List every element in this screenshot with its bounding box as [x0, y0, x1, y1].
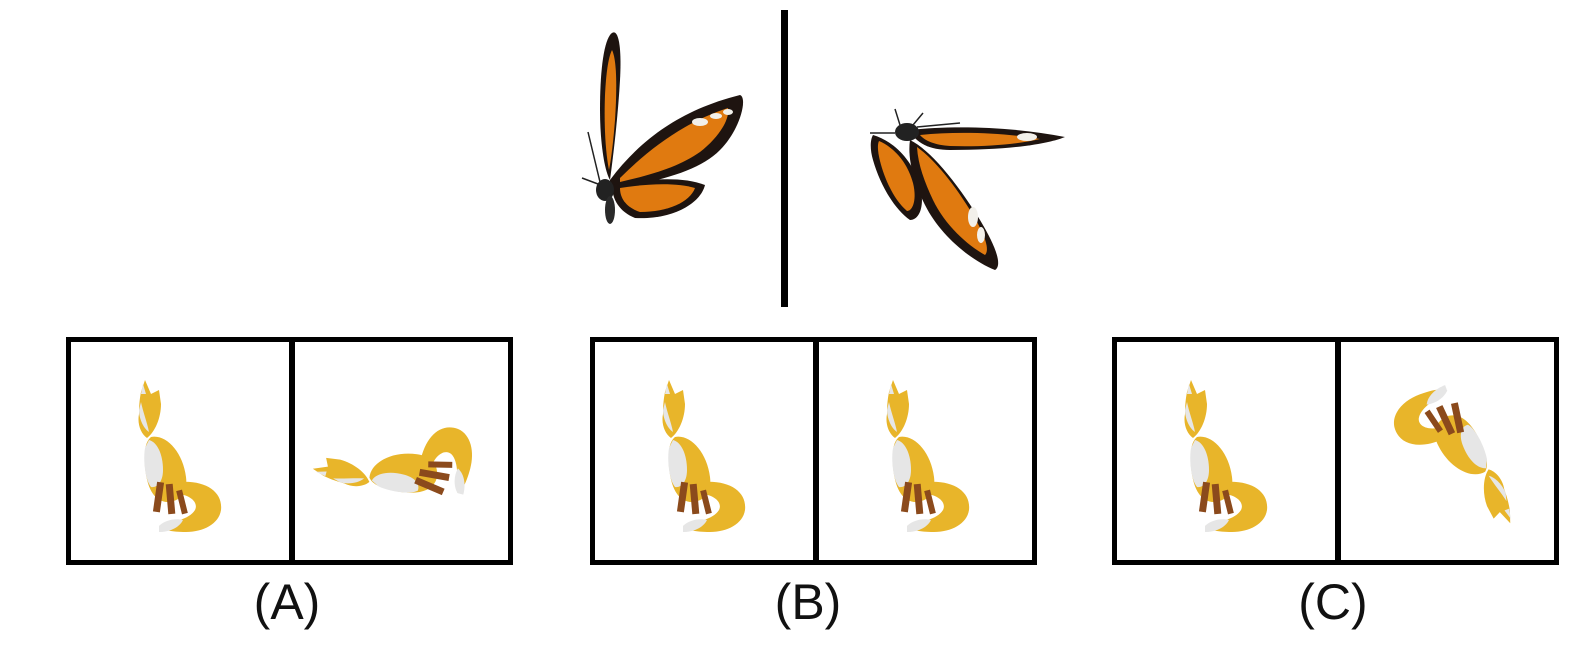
option-c-left-cell [1117, 342, 1335, 560]
option-c-panel[interactable] [1112, 337, 1559, 565]
stimulus-divider [781, 10, 788, 307]
fox-upright-image [819, 342, 1037, 560]
fox-rotated-image [295, 342, 513, 560]
option-a-right-cell [295, 342, 513, 560]
option-a-label: (A) [187, 572, 387, 632]
option-c-label: (C) [1233, 572, 1433, 632]
option-a-panel[interactable] [66, 337, 513, 565]
option-c-right-cell [1341, 342, 1559, 560]
fox-upright-image [595, 342, 813, 560]
option-b-left-cell [595, 342, 813, 560]
option-a-left-cell [71, 342, 289, 560]
fox-rotated-image [1341, 342, 1559, 560]
butterfly-right-image [855, 95, 1075, 280]
option-b-label: (B) [708, 572, 908, 632]
fox-upright-image [71, 342, 289, 560]
option-b-right-cell [819, 342, 1037, 560]
option-b-panel[interactable] [590, 337, 1037, 565]
butterfly-left-image [570, 20, 755, 235]
fox-upright-image [1117, 342, 1335, 560]
